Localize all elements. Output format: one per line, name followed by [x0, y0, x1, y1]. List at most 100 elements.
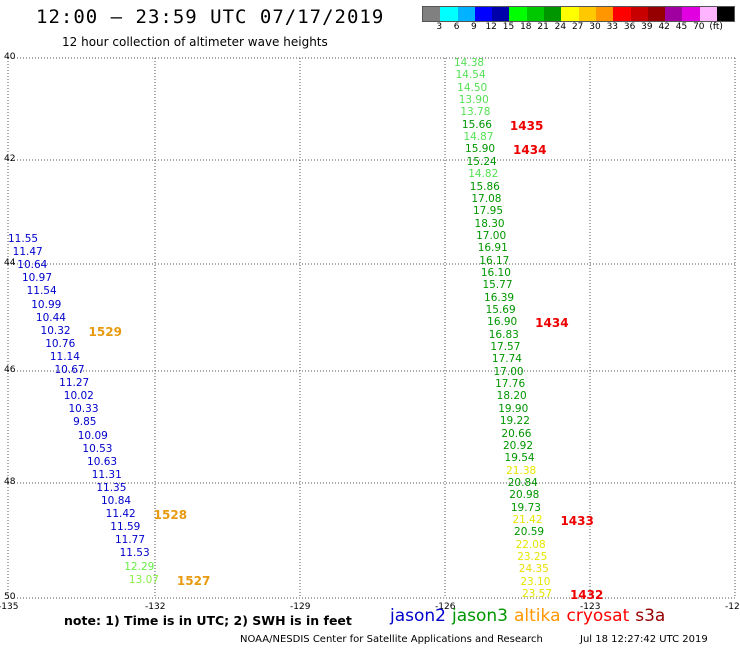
- pass-time-label: 1434: [513, 143, 547, 158]
- satellite-legend-s3a: s3a: [635, 606, 666, 626]
- longitude-label: -126: [435, 602, 456, 612]
- swh-value: 19.73: [510, 501, 541, 514]
- colorbar-swatch: [561, 7, 579, 21]
- source-credit: NOAA/NESDIS Center for Satellite Applica…: [240, 634, 543, 645]
- swh-value: 17.76: [495, 378, 526, 391]
- swh-value: 15.69: [485, 304, 516, 316]
- swh-value: 11.31: [91, 468, 122, 481]
- colorbar-swatch: [509, 7, 527, 21]
- longitude-label: -120: [725, 602, 740, 612]
- pass-time-label: 1433: [560, 513, 594, 528]
- satellite-legend: jason2 jason3 altika cryosat s3a: [390, 606, 665, 626]
- swh-value: 10.99: [31, 298, 62, 311]
- generated-timestamp: Jul 18 12:27:42 UTC 2019: [580, 634, 708, 645]
- pass-time-label: 1435: [509, 118, 544, 133]
- colorbar-labels: 3 6 9 12 15 18 21 24 27 30 33 36 39 42 45 70 (ft): [422, 22, 740, 34]
- swh-value: 16.90: [487, 316, 518, 329]
- swh-value: 14.87: [463, 131, 494, 144]
- colorbar-swatch: [526, 7, 545, 21]
- colorbar-tick-label: 21: [537, 22, 549, 32]
- units-note: note: 1) Time is in UTC; 2) SWH is in fe…: [64, 613, 352, 628]
- colorbar-tick-label: 27: [571, 22, 584, 32]
- swh-value: 19.90: [498, 402, 529, 415]
- swh-value: 14.54: [455, 69, 486, 82]
- swh-value: 15.24: [466, 155, 497, 168]
- swh-value: 11.77: [114, 534, 145, 547]
- swh-value: 10.64: [17, 259, 48, 272]
- colorbar-swatch: [699, 7, 718, 21]
- colorbar-tick-label: 70: [693, 22, 705, 32]
- swh-value: 10.53: [82, 442, 113, 455]
- colorbar-tick-label: 30: [589, 22, 601, 32]
- swh-value: 16.91: [477, 242, 508, 255]
- colorbar-tick-label: 39: [641, 22, 653, 32]
- swh-value: 10.67: [54, 364, 85, 376]
- pass-time-label: 1528: [153, 508, 188, 523]
- colorbar-tick-label: 15: [502, 22, 515, 32]
- swh-value: 21.38: [506, 464, 537, 477]
- swh-value: 17.74: [491, 353, 522, 366]
- swh-value: 11.42: [105, 508, 136, 521]
- swh-value: 11.35: [96, 481, 127, 494]
- longitude-label: -129: [290, 602, 311, 612]
- longitude-label: -135: [0, 602, 19, 612]
- latitude-label: 46: [4, 365, 16, 375]
- latitude-label: 50: [4, 592, 16, 602]
- swh-value: 10.44: [35, 311, 66, 324]
- swh-value: 11.55: [8, 233, 39, 245]
- wave-height-colorbar: [422, 6, 736, 22]
- swh-value: 14.50: [457, 81, 488, 94]
- swh-value: 15.77: [482, 279, 513, 292]
- colorbar-swatch: [578, 7, 596, 21]
- colorbar-tick-label: 24: [554, 22, 567, 32]
- satellite-legend-altika: altika: [514, 606, 561, 626]
- longitude-label: -123: [580, 602, 601, 612]
- swh-value: 10.09: [77, 429, 108, 442]
- colorbar-tick-label: 9: [471, 22, 477, 32]
- swh-value: 9.85: [73, 416, 97, 429]
- swh-value: 10.63: [87, 455, 118, 468]
- swh-value: 13.78: [460, 106, 491, 119]
- colorbar-tick-label: 36: [623, 22, 636, 32]
- colorbar-tick-label: (ft): [709, 22, 723, 32]
- swh-value: 18.20: [496, 390, 527, 403]
- colorbar-swatch: [544, 7, 562, 21]
- swh-value: 11.27: [59, 377, 90, 390]
- colorbar-swatch: [595, 7, 614, 21]
- pass-time-label: 1432: [569, 588, 604, 603]
- swh-value: 23.10: [520, 575, 551, 588]
- latitude-label: 48: [4, 477, 16, 487]
- swh-value: 15.90: [465, 143, 496, 156]
- colorbar-swatch: [440, 7, 458, 21]
- swh-value: 16.39: [484, 291, 515, 304]
- satellite-legend-jason2: jason2: [390, 606, 446, 626]
- colorbar-swatch: [423, 7, 441, 21]
- swh-value: 21.42: [512, 513, 543, 526]
- latitude-label: 40: [4, 52, 16, 62]
- colorbar-swatch: [630, 7, 648, 21]
- colorbar-swatch: [682, 7, 700, 21]
- map-title: 12:00 – 23:59 UTC 07/17/2019: [36, 6, 385, 28]
- swh-value: 15.66: [461, 118, 492, 131]
- swh-value: 24.35: [518, 563, 549, 576]
- pass-time-label: 1529: [88, 324, 122, 339]
- colorbar-swatch: [717, 7, 735, 21]
- swh-value: 19.22: [499, 415, 530, 428]
- colorbar-swatch: [613, 7, 631, 21]
- colorbar-tick-label: 33: [606, 22, 619, 32]
- latitude-label: 44: [4, 258, 16, 268]
- latitude-label: 42: [4, 154, 16, 164]
- colorbar-tick-label: 18: [520, 22, 532, 32]
- pass-time-label: 1434: [535, 316, 569, 331]
- colorbar-tick-label: 12: [485, 22, 497, 32]
- satellite-legend-jason3: jason3: [452, 606, 508, 626]
- swh-value: 10.02: [63, 390, 94, 403]
- swh-value: 14.82: [468, 168, 499, 181]
- swh-value: 20.98: [509, 489, 540, 502]
- satellite-legend-cryosat: cryosat: [566, 606, 630, 626]
- colorbar-swatch: [474, 7, 493, 21]
- swh-value: 11.53: [119, 547, 150, 560]
- pass-time-label: 1527: [176, 573, 211, 588]
- colorbar-tick-label: 42: [658, 22, 670, 32]
- colorbar-tick-label: 6: [453, 22, 460, 32]
